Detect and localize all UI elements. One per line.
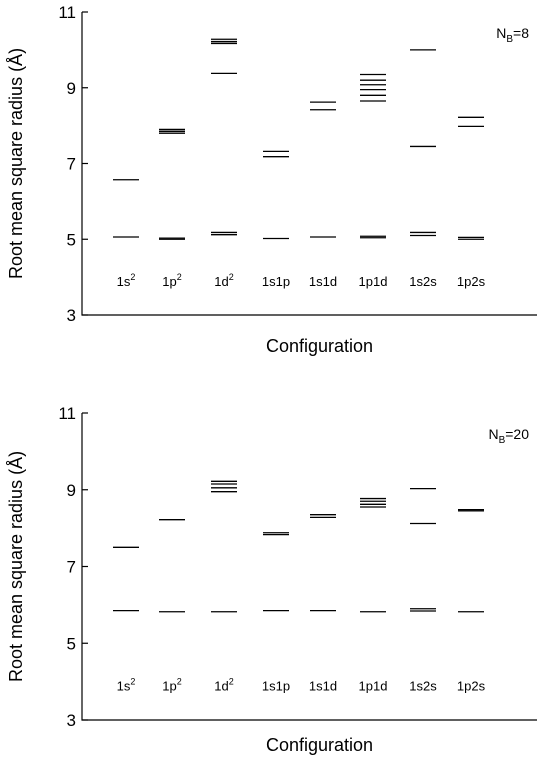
y-tick-label: 7 — [67, 558, 76, 577]
axis-lines — [81, 12, 537, 316]
category-label: 1p1d — [359, 678, 388, 693]
y-tick-label: 5 — [67, 634, 76, 653]
y-tick-label: 9 — [67, 79, 76, 98]
category-label: 1p2s — [457, 678, 486, 693]
category-label: 1s2s — [409, 274, 437, 289]
category-label: 1p1d — [359, 274, 388, 289]
axis-lines — [81, 413, 537, 721]
annotation-label: NB=8 — [496, 25, 529, 45]
y-tick-label: 7 — [67, 155, 76, 174]
category-label: 1d2 — [214, 676, 233, 693]
category-label: 1s1p — [262, 274, 290, 289]
category-label: 1p2 — [162, 676, 181, 693]
category-label: 1d2 — [214, 272, 233, 289]
x-axis-title: Configuration — [266, 735, 373, 755]
y-axis-title: Root mean square radius (Å) — [6, 48, 26, 279]
category-label: 1s2 — [117, 272, 136, 289]
y-tick-label: 11 — [58, 404, 76, 423]
y-axis-title: Root mean square radius (Å) — [6, 451, 26, 682]
chart-panel-bottom: 3 5 7 9 11 Root mean square radius (Å) Configu… — [6, 404, 537, 755]
y-tick-label: 3 — [67, 711, 76, 730]
category-label: 1s2 — [117, 676, 136, 693]
y-tick-label: 3 — [67, 306, 76, 325]
category-label: 1s1d — [309, 274, 337, 289]
category-label: 1s1d — [309, 678, 337, 693]
annotation-label: NB=20 — [488, 426, 529, 446]
y-tick-label: 11 — [58, 3, 76, 22]
category-label: 1p2 — [162, 272, 181, 289]
category-label: 1s1p — [262, 678, 290, 693]
y-tick-label: 9 — [67, 481, 76, 500]
category-label: 1s2s — [409, 678, 437, 693]
chart-panel-top: 3 5 7 9 11 Root mean square radius (Å) Configu… — [6, 3, 537, 356]
x-axis-title: Configuration — [266, 336, 373, 356]
category-label: 1p2s — [457, 274, 486, 289]
y-tick-label: 5 — [67, 230, 76, 249]
